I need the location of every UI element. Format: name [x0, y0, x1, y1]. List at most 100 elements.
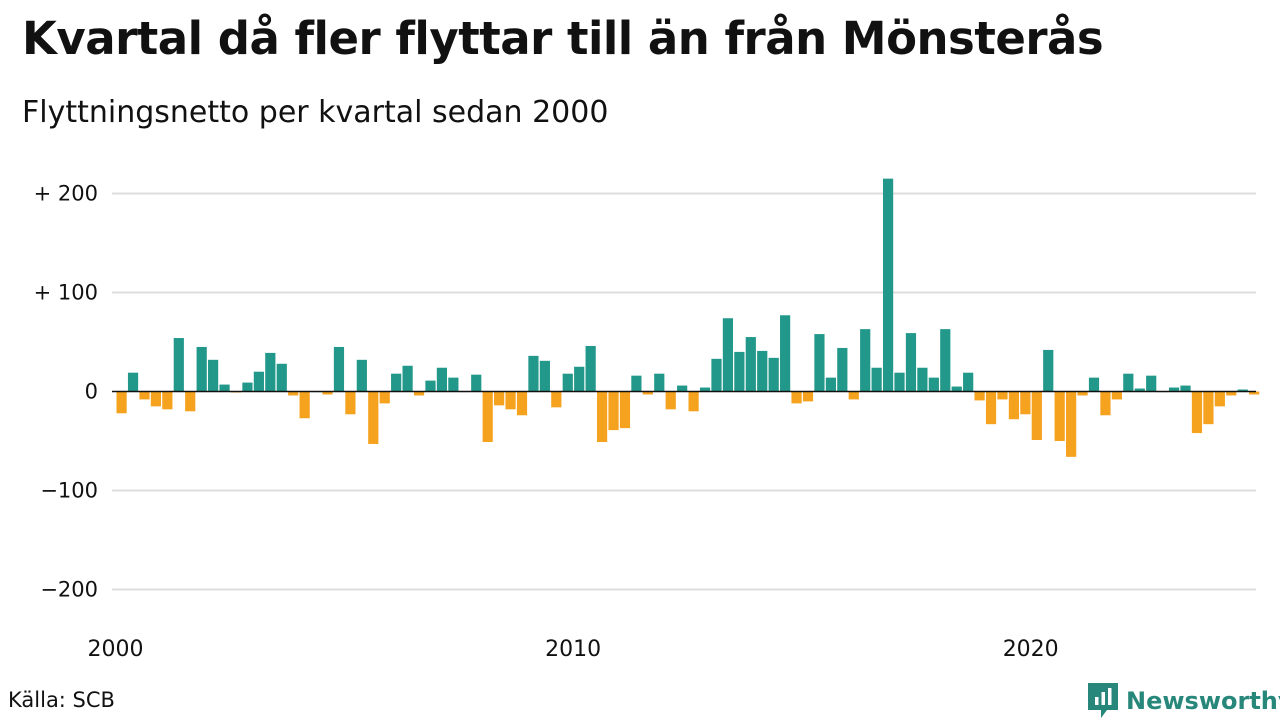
bar	[1237, 389, 1248, 392]
bar	[894, 372, 905, 392]
newsworthy-logo-icon	[1088, 683, 1118, 718]
bar	[848, 391, 859, 400]
chart-title: Kvartal då fler flyttar till än från Mön…	[22, 12, 1104, 65]
bar	[974, 391, 985, 401]
bar	[928, 377, 939, 392]
bar	[642, 391, 653, 395]
bar	[413, 391, 425, 396]
bar	[917, 367, 928, 392]
bar	[619, 391, 631, 429]
bar	[1031, 391, 1042, 441]
bar	[1066, 391, 1077, 457]
x-tick-label: 2000	[88, 637, 144, 662]
bar	[448, 377, 459, 392]
chart-subtitle: Flyttningsnetto per kvartal sedan 2000	[22, 95, 609, 130]
y-tick-label: + 100	[34, 281, 98, 305]
bar	[368, 391, 379, 444]
bar	[150, 391, 162, 407]
bar	[722, 318, 734, 392]
bar	[196, 346, 207, 392]
bar	[688, 391, 699, 412]
bar	[985, 391, 997, 425]
bar	[677, 385, 688, 392]
bar	[127, 372, 139, 392]
y-tick-label: + 200	[34, 182, 98, 206]
brand-name: Newsworthy	[1126, 687, 1280, 715]
bar	[596, 391, 608, 442]
x-tick-label: 2010	[545, 637, 601, 662]
y-tick-label: −200	[40, 578, 98, 602]
bar	[265, 352, 276, 392]
bar	[288, 391, 299, 396]
bar	[654, 373, 665, 392]
bar	[219, 384, 230, 392]
bar	[116, 391, 127, 414]
bar	[860, 329, 871, 392]
bar	[905, 333, 917, 392]
bar	[574, 366, 585, 392]
bar	[379, 391, 390, 404]
bar	[791, 391, 802, 404]
bar	[253, 371, 264, 392]
bar	[1008, 391, 1020, 420]
x-tick-label: 2020	[1003, 637, 1059, 662]
y-tick-label: −100	[40, 479, 98, 503]
bar	[757, 350, 768, 392]
bar	[402, 365, 413, 392]
bar	[1146, 375, 1157, 392]
bar	[299, 391, 310, 419]
bar	[631, 375, 642, 392]
bar	[242, 382, 253, 392]
bar	[1111, 391, 1122, 400]
bar	[780, 315, 791, 392]
bar	[1191, 391, 1203, 434]
y-axis-labels: + 200 + 100 0 −100 −200	[34, 182, 98, 602]
bar	[665, 391, 676, 410]
y-tick-label: 0	[85, 380, 98, 404]
bar	[734, 351, 745, 392]
bar	[551, 391, 562, 408]
bar	[471, 374, 482, 392]
bar	[1249, 391, 1260, 395]
grid-lines	[112, 192, 1256, 591]
bar	[276, 363, 287, 392]
bar	[1054, 391, 1065, 441]
bar	[608, 391, 619, 431]
bar	[436, 367, 448, 392]
bar	[505, 391, 516, 410]
bar	[391, 373, 402, 392]
bar	[562, 373, 573, 392]
bar	[1214, 391, 1225, 407]
bar	[356, 359, 367, 392]
bar	[208, 359, 219, 392]
bar	[951, 386, 962, 392]
bar	[1123, 373, 1134, 392]
bar	[1077, 391, 1088, 396]
bar	[1168, 387, 1180, 392]
bar	[711, 358, 722, 392]
bar	[494, 391, 505, 406]
bar	[139, 391, 150, 400]
bar	[539, 360, 550, 392]
bar	[162, 391, 173, 410]
bar	[333, 346, 345, 392]
bar	[482, 391, 493, 442]
bar	[837, 347, 848, 392]
bar	[1043, 349, 1054, 392]
bar	[768, 357, 779, 392]
bar	[745, 337, 756, 392]
bar	[516, 391, 528, 416]
bar	[814, 334, 825, 392]
bar	[345, 391, 356, 415]
bar	[940, 329, 951, 392]
bar	[1180, 385, 1191, 392]
bar-chart: + 200 + 100 0 −100 −200 2000 2010 2020	[34, 178, 1260, 662]
bar	[802, 391, 814, 402]
brand-logo[interactable]: Newsworthy	[1088, 683, 1280, 719]
bar	[699, 387, 711, 392]
bar	[882, 178, 894, 392]
bar	[425, 380, 436, 392]
bar	[1100, 391, 1111, 416]
bar	[871, 367, 882, 392]
bar	[825, 377, 836, 392]
